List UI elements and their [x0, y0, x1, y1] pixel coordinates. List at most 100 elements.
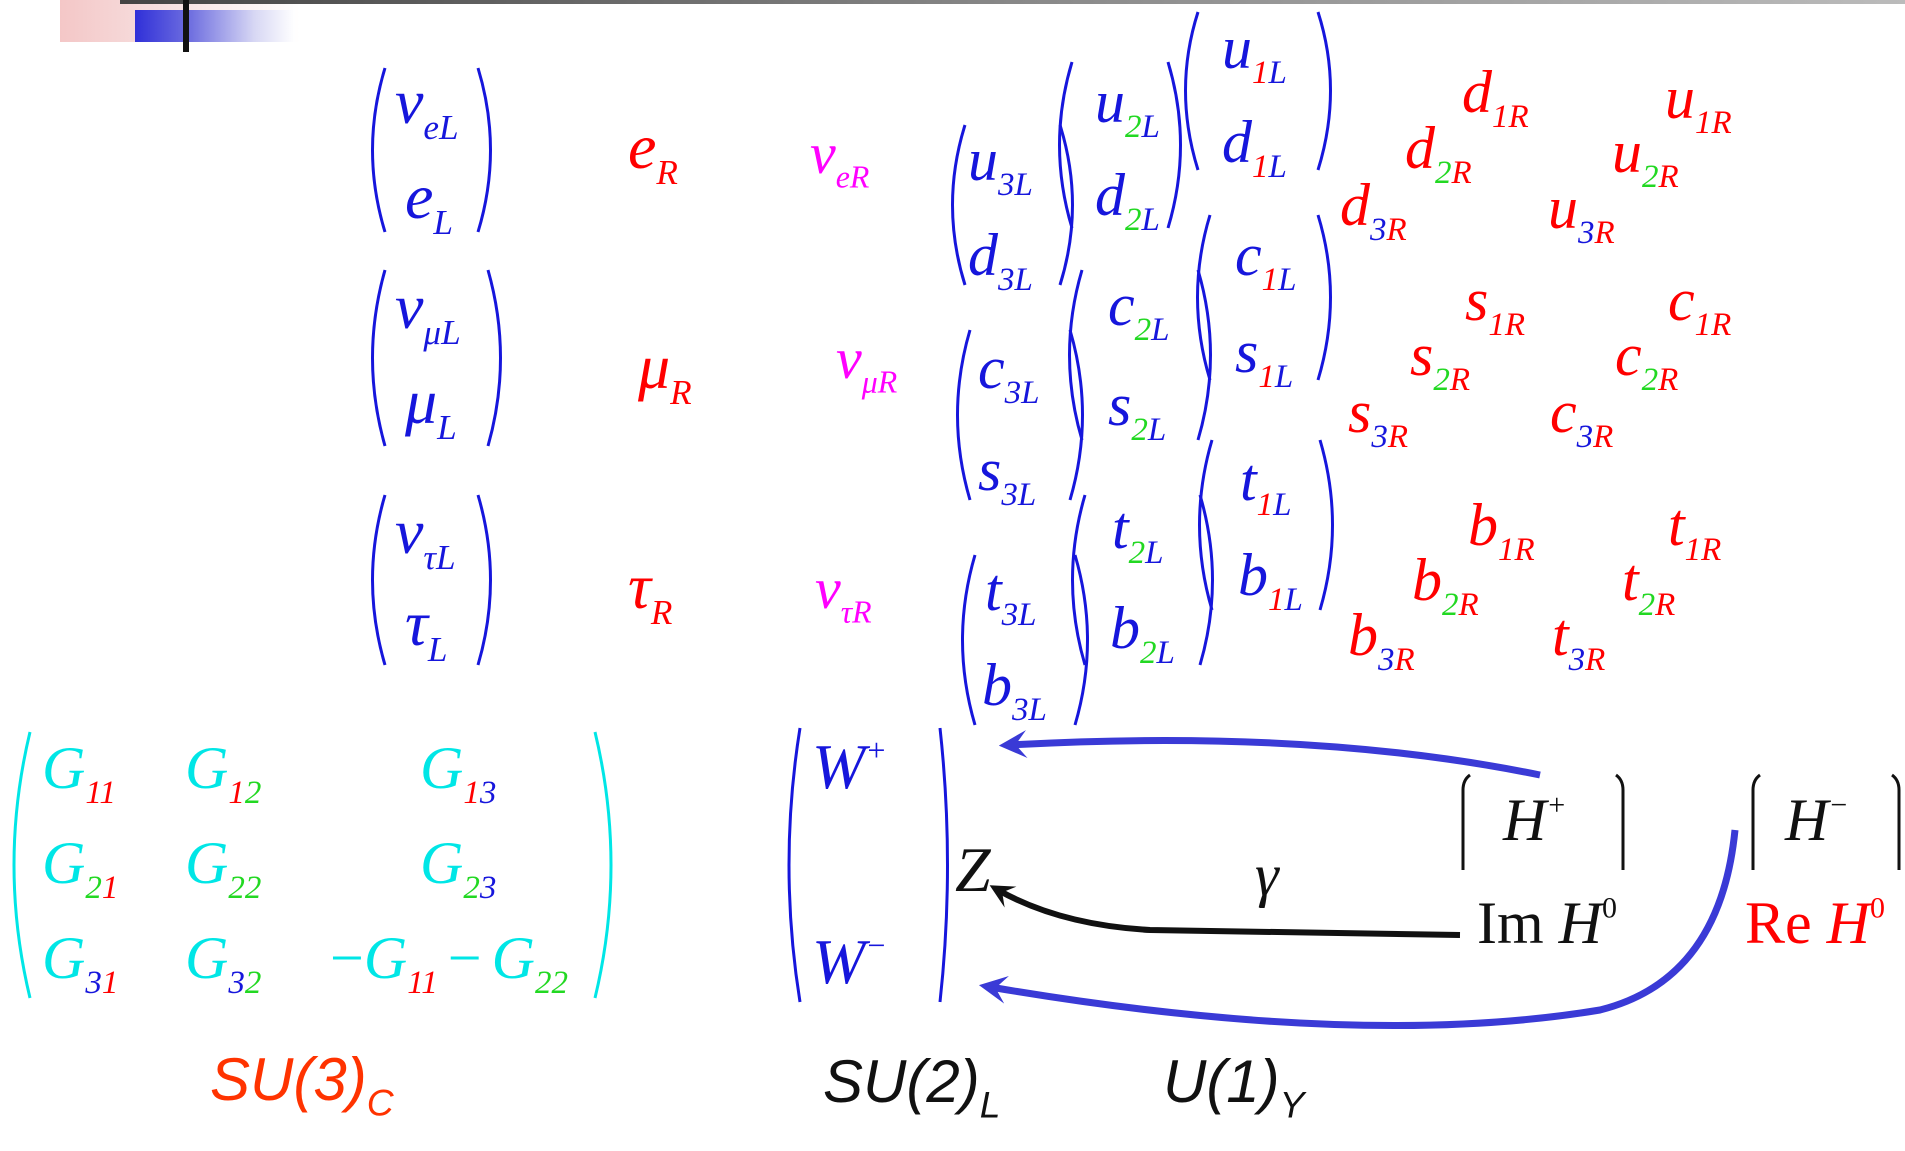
quark-s2-left: s2L — [1108, 372, 1167, 448]
lepton-nu-e-left: νeL — [395, 66, 459, 147]
quark-d3-left: d3L — [968, 222, 1033, 298]
quark-b1-left: b1L — [1238, 542, 1303, 618]
arrow-hplus-to-wplus — [998, 730, 1541, 779]
bracket-e-left — [371, 67, 387, 233]
bracket-gluon-right — [593, 731, 613, 999]
bracket-w-right — [938, 727, 949, 1003]
bracket-q1-2-right — [1316, 214, 1332, 381]
gluon-g21: G21 — [42, 830, 119, 906]
bracket-q1-1-right — [1316, 11, 1332, 171]
quark-b2-right: b2R — [1412, 547, 1479, 623]
quark-s2-right: s2R — [1410, 322, 1471, 398]
quark-t2-right: t2R — [1622, 547, 1676, 623]
quark-c2-right: c2R — [1615, 322, 1679, 398]
boson-z: Z — [955, 834, 991, 905]
bracket-higgs1-right — [1615, 773, 1625, 870]
quark-c1-right: c1R — [1668, 267, 1732, 343]
bracket-q1-3-right — [1318, 439, 1334, 611]
quark-t1-left: t1L — [1240, 447, 1292, 523]
bracket-q2-2-left — [1068, 269, 1084, 441]
bracket-q3-3-right — [1073, 554, 1089, 726]
bracket-q3-1-left — [951, 124, 967, 286]
quark-b3-right: b3R — [1348, 602, 1415, 678]
bracket-higgs2-left — [1751, 773, 1761, 870]
gluon-g32: G32 — [185, 925, 262, 1001]
quark-d3-right: d3R — [1340, 172, 1407, 248]
bracket-tau-left — [371, 494, 387, 666]
higgs-h-plus: H+ — [1503, 787, 1567, 853]
lepton-mu-right: μR — [638, 331, 692, 412]
bracket-q1-2-left — [1196, 214, 1212, 381]
gluon-g13: G13 — [420, 735, 497, 811]
bracket-higgs1-left — [1461, 773, 1471, 870]
quark-t3-right: t3R — [1552, 602, 1606, 678]
quark-u3-right: u3R — [1548, 175, 1615, 251]
neutrino-mu-right: νμR — [836, 326, 898, 400]
lepton-tau-right: τR — [628, 551, 673, 632]
bracket-gluon-left — [12, 731, 32, 999]
boson-w-minus: W− — [812, 926, 887, 997]
quark-u1-right: u1R — [1665, 65, 1732, 141]
neutrino-e-right: νeR — [810, 121, 870, 195]
quark-u1-left: u1L — [1222, 15, 1287, 91]
bracket-q2-1-left — [1058, 61, 1074, 229]
label-u1-y: U(1)Y — [1163, 1048, 1305, 1126]
bracket-mu-left — [371, 269, 387, 447]
gluon-g33-combination: −G11− G22 — [330, 925, 568, 1001]
label-su2-l: SU(2)L — [823, 1048, 1001, 1126]
bracket-q2-1-right — [1166, 61, 1182, 229]
bracket-higgs2-right — [1891, 773, 1901, 870]
neutrino-tau-right: ντR — [815, 556, 872, 630]
lepton-nu-tau-left: ντL — [395, 496, 456, 577]
bracket-q3-3-left — [961, 554, 977, 726]
quark-t3-left: t3L — [985, 557, 1037, 633]
arrow-imh0-to-z — [989, 885, 1461, 938]
lepton-mu-left: μL — [405, 366, 457, 447]
bracket-q3-1-right — [1058, 124, 1074, 286]
quark-d2-right: d2R — [1405, 115, 1472, 191]
quark-u3-left: u3L — [968, 127, 1033, 203]
gluon-g12: G12 — [185, 735, 262, 811]
bracket-mu-right — [486, 269, 502, 447]
quark-d1-left: d1L — [1222, 109, 1287, 185]
higgs-im-h0: Im H0 — [1477, 890, 1617, 956]
bracket-q1-1-left — [1184, 11, 1200, 171]
lepton-nu-mu-left: νμL — [395, 271, 461, 352]
quark-t2-left: t2L — [1112, 495, 1164, 571]
quark-d1-right: d1R — [1462, 59, 1529, 135]
arrow-hminus-to-wminus — [978, 829, 1739, 1030]
quark-u2-left: u2L — [1095, 69, 1160, 145]
gluon-g11: G11 — [42, 735, 116, 811]
gluon-g23: G23 — [420, 830, 497, 906]
bracket-tau-right — [476, 494, 492, 666]
quark-c1-left: c1L — [1235, 222, 1297, 298]
quark-b3-left: b3L — [982, 652, 1047, 728]
quark-u2-right: u2R — [1612, 119, 1679, 195]
higgs-re-h0: Re H0 — [1745, 890, 1885, 956]
quark-c3-right: c3R — [1550, 379, 1614, 455]
corner-decoration — [0, 0, 1905, 52]
quark-b2-left: b2L — [1110, 595, 1175, 671]
quark-s3-right: s3R — [1348, 379, 1409, 455]
lepton-tau-left: τL — [405, 588, 448, 669]
bracket-q3-2-left — [956, 329, 972, 501]
bracket-e-right — [476, 67, 492, 233]
bracket-q1-3-left — [1198, 439, 1214, 611]
quark-c3-left: c3L — [978, 335, 1040, 411]
gluon-g31: G31 — [42, 925, 119, 1001]
bracket-q3-2-right — [1068, 329, 1084, 501]
bracket-q2-3-left — [1071, 494, 1087, 666]
bracket-w-left — [787, 727, 802, 1003]
quark-t1-right: t1R — [1668, 492, 1722, 568]
gluon-g22: G22 — [185, 830, 262, 906]
lepton-e-right: eR — [628, 111, 678, 192]
boson-w-plus: W+ — [812, 731, 887, 802]
bracket-q2-3-right — [1198, 494, 1214, 666]
photon-gamma: γ — [1255, 842, 1279, 908]
lepton-e-left: eL — [405, 161, 453, 242]
bracket-q2-2-right — [1196, 269, 1212, 441]
quark-s1-right: s1R — [1465, 267, 1526, 343]
label-su3-c: SU(3)C — [210, 1046, 394, 1124]
quark-b1-right: b1R — [1468, 492, 1535, 568]
